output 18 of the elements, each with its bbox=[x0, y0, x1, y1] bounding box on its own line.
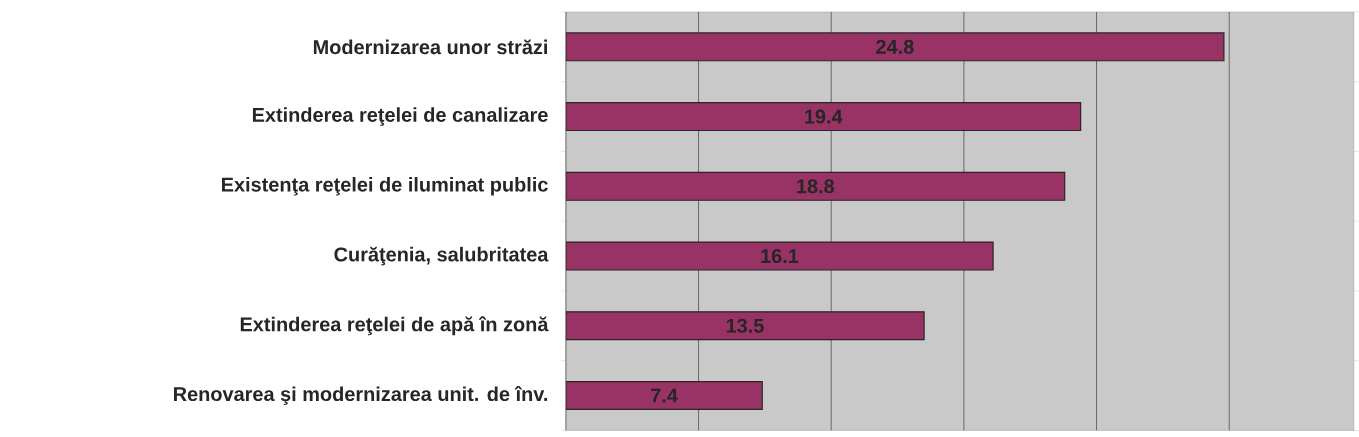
bar bbox=[565, 311, 925, 341]
y-tick-label: Extinderea reţelei de canalizare bbox=[252, 107, 548, 126]
bar bbox=[565, 380, 763, 410]
bar bbox=[565, 171, 1066, 201]
y-tick-label: Modernizarea unor străzi bbox=[313, 39, 547, 55]
data-label: 13.5 bbox=[726, 318, 764, 333]
data-label: 18.8 bbox=[797, 179, 835, 194]
bar bbox=[565, 241, 994, 271]
data-label: 16.1 bbox=[761, 248, 799, 263]
data-label: 7.4 bbox=[651, 388, 678, 403]
data-label: 24.8 bbox=[876, 39, 914, 54]
bar bbox=[565, 101, 1082, 132]
y-tick-label: Extinderea reţelei de apă în zonă bbox=[240, 316, 549, 336]
y-tick-label: Existenţa reţelei de iluminat public bbox=[222, 176, 548, 196]
bar bbox=[565, 32, 1225, 62]
y-tick-label: Curăţenia, salubritatea bbox=[334, 246, 549, 266]
y-tick-label: Renovarea şi modernizarea unit. de înv. bbox=[174, 385, 548, 405]
data-label: 19.4 bbox=[805, 109, 843, 124]
